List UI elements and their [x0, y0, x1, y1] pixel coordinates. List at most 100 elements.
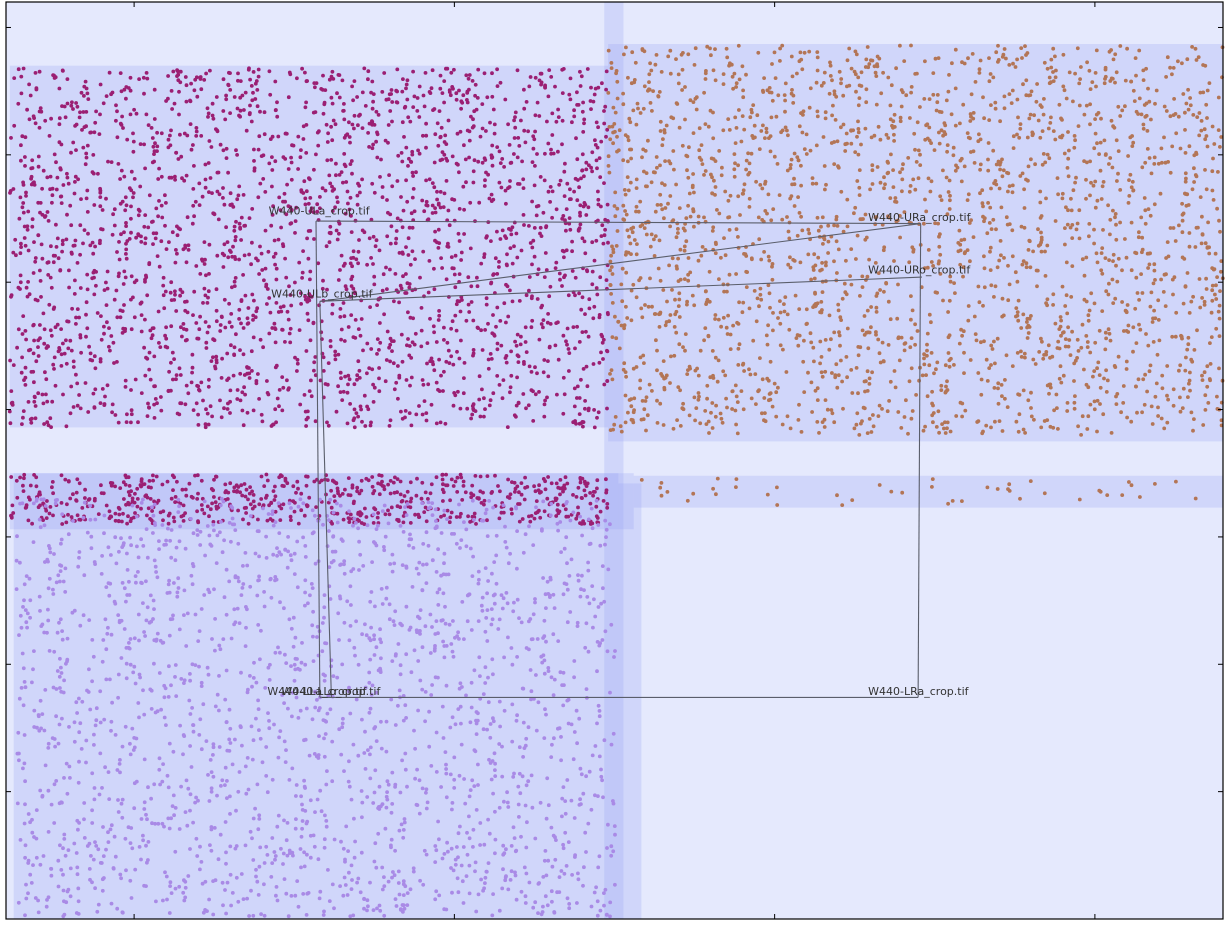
- data-point: [296, 521, 301, 526]
- data-point: [145, 76, 150, 81]
- data-point: [245, 410, 250, 415]
- data-point: [450, 266, 455, 271]
- data-point: [845, 58, 850, 63]
- data-point: [1141, 122, 1146, 127]
- data-point: [113, 511, 118, 516]
- data-point: [754, 179, 758, 184]
- data-point: [1093, 179, 1098, 184]
- data-point: [547, 294, 552, 299]
- data-point: [349, 214, 353, 218]
- data-point: [1067, 70, 1072, 75]
- data-point: [289, 160, 294, 165]
- data-point: [1201, 63, 1205, 67]
- data-point: [1107, 162, 1111, 166]
- data-point: [1202, 303, 1207, 307]
- data-point: [699, 143, 704, 148]
- data-point: [406, 115, 411, 120]
- data-point: [259, 412, 264, 417]
- data-point: [499, 510, 504, 515]
- data-point: [587, 297, 592, 302]
- data-point: [767, 291, 772, 296]
- data-point: [792, 151, 797, 156]
- data-point: [389, 505, 394, 510]
- data-point: [510, 225, 515, 230]
- data-point: [337, 221, 342, 226]
- data-point: [957, 228, 962, 233]
- data-point: [331, 118, 336, 123]
- data-point: [834, 214, 839, 219]
- data-point: [489, 491, 494, 495]
- data-point: [387, 345, 391, 350]
- data-point: [72, 292, 77, 296]
- data-point: [596, 410, 601, 415]
- data-point: [54, 160, 58, 165]
- data-point: [203, 177, 208, 182]
- data-point: [470, 404, 475, 408]
- data-point: [766, 192, 771, 197]
- data-point: [728, 61, 732, 66]
- data-point: [548, 284, 553, 289]
- data-point: [577, 291, 581, 296]
- data-point: [1094, 251, 1099, 256]
- data-point: [148, 497, 153, 501]
- data-point: [449, 70, 454, 75]
- data-point: [785, 128, 789, 133]
- data-point: [65, 212, 69, 217]
- data-point: [723, 253, 728, 258]
- data-point: [742, 252, 746, 256]
- data-point: [173, 500, 178, 504]
- data-point: [953, 168, 958, 173]
- data-point: [1172, 97, 1176, 101]
- data-point: [240, 93, 245, 98]
- data-point: [146, 123, 151, 127]
- data-point: [32, 240, 36, 245]
- data-point: [703, 122, 708, 126]
- data-point: [84, 300, 89, 305]
- data-point: [26, 400, 31, 404]
- data-point: [378, 340, 383, 345]
- data-point: [195, 94, 200, 99]
- data-point: [193, 77, 198, 82]
- data-point: [811, 345, 816, 350]
- data-point: [206, 115, 210, 119]
- data-point: [1146, 343, 1151, 348]
- data-point: [228, 411, 232, 415]
- data-point: [151, 231, 156, 236]
- data-point: [185, 310, 190, 315]
- data-point: [1153, 394, 1158, 399]
- data-point: [934, 367, 938, 372]
- data-point: [716, 317, 721, 322]
- data-point: [1021, 312, 1026, 317]
- data-point: [325, 287, 329, 292]
- data-point: [1185, 347, 1190, 352]
- data-point: [368, 423, 373, 428]
- data-point: [154, 231, 159, 236]
- data-point: [1085, 427, 1090, 431]
- data-point: [288, 205, 293, 210]
- data-point: [419, 328, 424, 333]
- data-point: [663, 206, 668, 210]
- data-point: [143, 373, 148, 378]
- data-point: [705, 396, 709, 401]
- data-point: [1106, 327, 1111, 332]
- data-point: [1111, 252, 1116, 257]
- data-point: [982, 339, 986, 344]
- data-point: [328, 181, 333, 186]
- data-point: [884, 281, 889, 286]
- data-point: [453, 479, 458, 484]
- data-point: [407, 344, 412, 348]
- data-point: [263, 190, 268, 194]
- data-point: [771, 311, 775, 315]
- data-point: [739, 389, 744, 393]
- data-point: [987, 118, 992, 122]
- data-point: [49, 333, 54, 338]
- data-point: [102, 403, 107, 407]
- data-point: [249, 119, 254, 124]
- data-point: [1039, 336, 1043, 341]
- data-point: [83, 381, 88, 385]
- data-point: [586, 334, 591, 339]
- data-point: [870, 163, 875, 168]
- data-point: [654, 338, 658, 343]
- data-point: [732, 174, 737, 179]
- data-point: [121, 511, 125, 516]
